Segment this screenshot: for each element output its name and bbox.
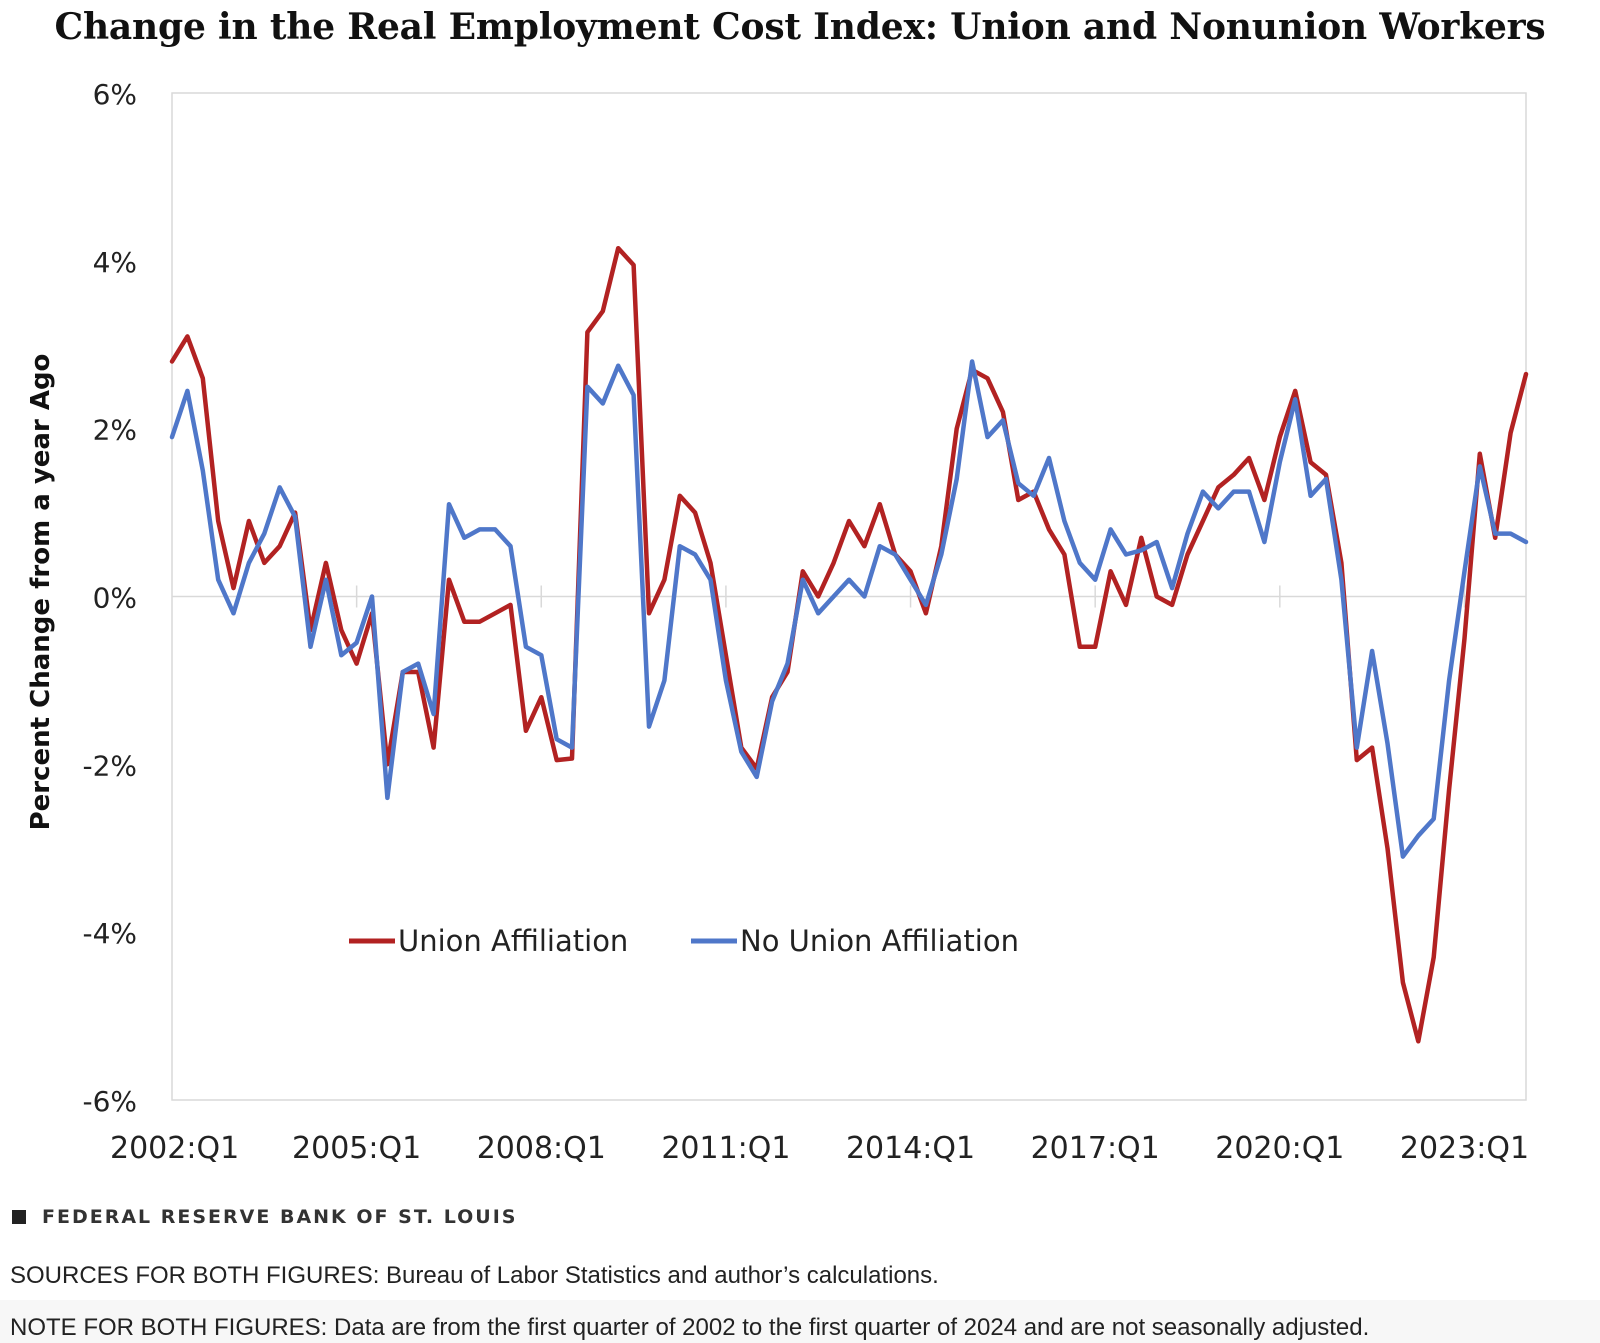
y-tick-label: 2% bbox=[93, 414, 137, 447]
x-tick-label: 2023:Q1 bbox=[1400, 1131, 1529, 1166]
legend-label: Union Affiliation bbox=[398, 924, 628, 958]
y-tick-label: 0% bbox=[93, 582, 137, 615]
y-tick-label: 4% bbox=[93, 246, 137, 279]
x-tick-label: 2017:Q1 bbox=[1031, 1131, 1160, 1166]
series-layer bbox=[169, 245, 1529, 1044]
y-axis-label: Percent Change from a year Ago bbox=[26, 354, 56, 831]
x-tick-label: 2005:Q1 bbox=[292, 1131, 421, 1166]
sources-note: SOURCES FOR BOTH FIGURES: Bureau of Labo… bbox=[10, 1262, 939, 1289]
x-tick-label: 2020:Q1 bbox=[1215, 1131, 1344, 1166]
brand-square-icon bbox=[12, 1210, 26, 1224]
legend: Union Affiliation No Union Affiliation bbox=[349, 924, 1019, 958]
legend-label: No Union Affiliation bbox=[740, 924, 1019, 958]
y-tick-label: -2% bbox=[82, 749, 137, 782]
series-line-no-union bbox=[169, 359, 1529, 859]
x-tick-label: 2008:Q1 bbox=[477, 1131, 606, 1166]
y-tick-label: -4% bbox=[82, 917, 137, 950]
x-tick-label: 2011:Q1 bbox=[661, 1131, 790, 1166]
x-tick-label: 2002:Q1 bbox=[110, 1131, 239, 1166]
grid-layer bbox=[171, 92, 1527, 1101]
y-tick-label: -6% bbox=[82, 1085, 137, 1118]
axis-layer: 6% 4% 2% 0% -2% -4% -6% 2002:Q1 2005:Q1 2008:Q1 20… bbox=[82, 78, 1529, 1166]
line-chart: 6% 4% 2% 0% -2% -4% -6% 2002:Q1 2005:Q1 2008:Q1 20… bbox=[26, 78, 1529, 1166]
brand-label: FEDERAL RESERVE BANK OF ST. LOUIS bbox=[42, 1206, 518, 1228]
source-brand: FEDERAL RESERVE BANK OF ST. LOUIS bbox=[12, 1206, 518, 1228]
chart-title: Change in the Real Employment Cost Index… bbox=[54, 6, 1546, 48]
y-tick-label: 6% bbox=[93, 78, 137, 111]
note-band bbox=[0, 1300, 1600, 1343]
data-note: NOTE FOR BOTH FIGURES: Data are from the… bbox=[10, 1314, 1370, 1341]
x-tick-label: 2014:Q1 bbox=[846, 1131, 975, 1166]
